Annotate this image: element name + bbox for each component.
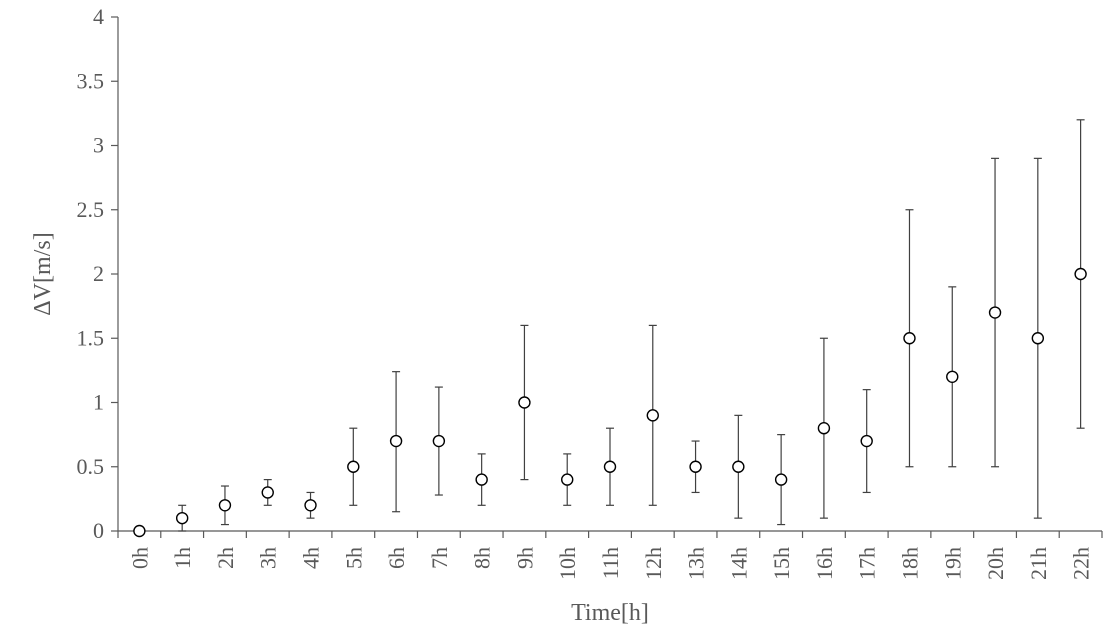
y-tick-label: 0.5: [77, 454, 105, 479]
x-tick-label: 20h: [983, 547, 1008, 580]
x-tick-label: 13h: [684, 547, 709, 580]
data-point: [304, 499, 317, 512]
y-tick-label: 1.5: [77, 325, 105, 350]
data-point: [603, 460, 617, 473]
x-tick-label: 22h: [1069, 547, 1094, 580]
data-point: [946, 370, 959, 383]
x-tick-label: 15h: [769, 547, 794, 580]
data-point: [817, 422, 831, 435]
data-point: [732, 460, 745, 473]
x-tick-label: 10h: [555, 547, 580, 580]
x-tick-label: 1h: [170, 547, 195, 569]
data-point: [175, 511, 189, 525]
data-point: [518, 396, 531, 409]
data-point: [475, 473, 488, 486]
x-tick-label: 21h: [1026, 547, 1051, 580]
x-tick-label: 11h: [598, 547, 623, 579]
data-point: [689, 460, 702, 473]
data-point: [347, 460, 360, 473]
data-point: [561, 473, 574, 486]
y-axis-title: ΔV[m/s]: [30, 232, 56, 315]
x-tick-label: 0h: [127, 547, 152, 569]
data-point: [988, 306, 1002, 319]
data-point: [261, 486, 274, 499]
x-tick-label: 9h: [512, 547, 537, 569]
data-point: [389, 434, 403, 448]
y-tick-label: 3.5: [77, 68, 105, 93]
data-point: [133, 524, 146, 538]
x-tick-label: 8h: [470, 547, 495, 569]
y-tick-label: 4: [93, 4, 104, 29]
y-ticks: 0 0.5 1 1.5 2 2.5 3 3.5 4: [77, 4, 118, 543]
y-tick-label: 3: [93, 133, 104, 158]
x-tick-label: 12h: [641, 547, 666, 580]
x-tick-label: 17h: [855, 547, 880, 580]
x-tick-label: 16h: [812, 547, 837, 580]
x-tick-label: 4h: [299, 547, 324, 569]
x-tick-label: 19h: [940, 547, 965, 580]
data-points: [133, 267, 1087, 538]
x-tick-label: 14h: [726, 547, 751, 580]
x-tick-label: 3h: [256, 547, 281, 569]
y-tick-label: 0: [93, 518, 104, 543]
x-axis-title: Time[h]: [571, 600, 649, 626]
data-point: [1031, 332, 1045, 345]
x-tick-label: 18h: [897, 547, 922, 580]
data-point: [218, 499, 232, 512]
x-tick-label: 5h: [341, 547, 366, 569]
data-point: [646, 409, 659, 422]
data-point: [1074, 267, 1087, 281]
data-point: [860, 434, 873, 448]
x-tick-label: 7h: [427, 547, 452, 569]
error-bars: [178, 119, 1085, 532]
y-tick-label: 2: [93, 261, 104, 286]
data-point: [432, 434, 446, 448]
x-ticks: 0h 1h 2h 3h 4h 5h 6h 7h 8h 9h 10h 11h 12h 13h 14h 15h 16…: [117, 531, 1103, 580]
y-tick-label: 1: [93, 390, 104, 415]
x-tick-label: 2h: [213, 547, 238, 569]
data-point: [903, 332, 916, 345]
data-point: [774, 473, 788, 486]
y-tick-label: 2.5: [77, 197, 105, 222]
x-tick-label: 6h: [384, 547, 409, 569]
